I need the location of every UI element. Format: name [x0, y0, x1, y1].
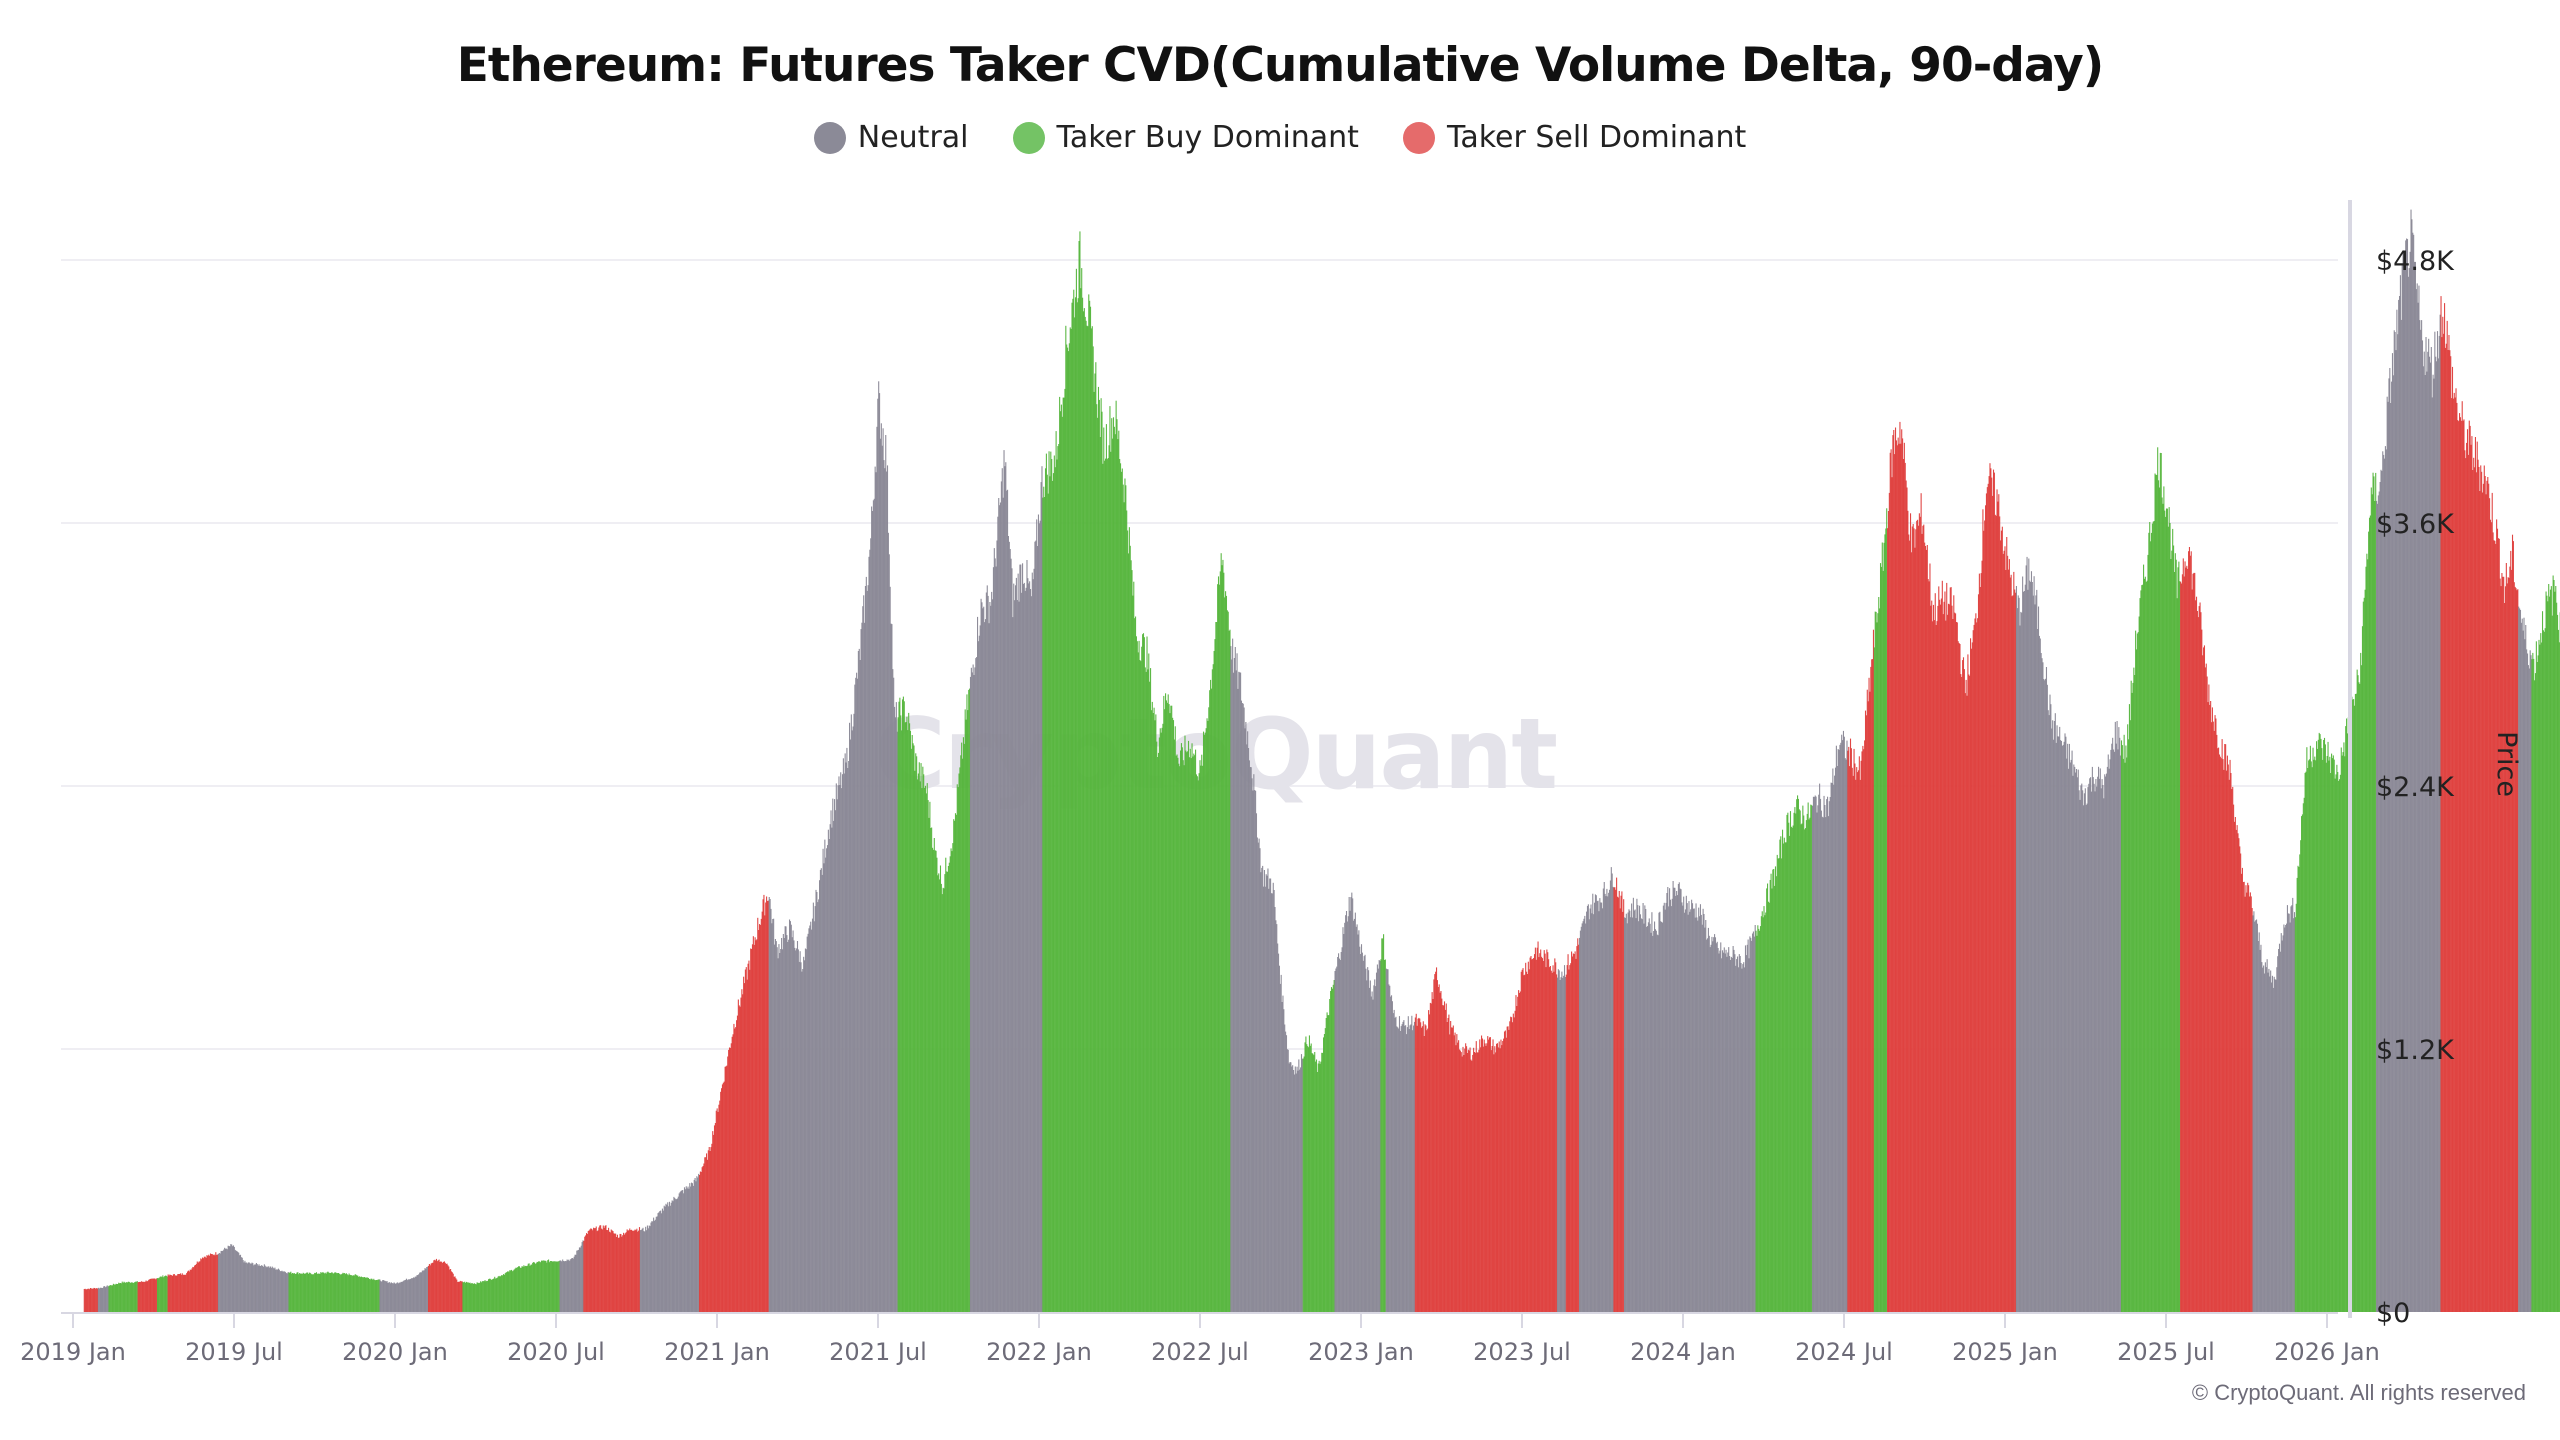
legend-label-taker-sell: Taker Sell Dominant	[1446, 120, 1747, 155]
legend: Neutral Taker Buy Dominant Taker Sell Do…	[0, 120, 2560, 155]
x-tick-label: 2022 Jan	[986, 1338, 1092, 1366]
x-tick-label: 2019 Jul	[185, 1338, 283, 1366]
sell-dot-icon	[1402, 121, 1435, 154]
x-tick-label: 2020 Jan	[342, 1338, 448, 1366]
x-tick-label: 2022 Jul	[1151, 1338, 1249, 1366]
y-axis: $0 $1.2K $2.4K $3.6K $4.8K	[2348, 200, 2455, 1329]
x-tick-label: 2021 Jul	[829, 1338, 927, 1366]
y-tick-label: $0	[2376, 1298, 2410, 1329]
chart-title: Ethereum: Futures Taker CVD(Cumulative V…	[456, 38, 2104, 93]
x-tick-label: 2025 Jul	[2117, 1338, 2215, 1366]
legend-item-taker-buy[interactable]: Taker Buy Dominant	[1012, 120, 1359, 155]
y-axis-title: Price	[2491, 731, 2522, 797]
legend-label-taker-buy: Taker Buy Dominant	[1056, 120, 1359, 155]
y-tick-label: $1.2K	[2376, 1035, 2455, 1066]
x-tick-label: 2019 Jan	[20, 1338, 126, 1366]
x-tick-label: 2023 Jul	[1473, 1338, 1571, 1366]
y-tick-label: $2.4K	[2376, 772, 2455, 803]
x-tick-label: 2024 Jul	[1795, 1338, 1893, 1366]
price-bars	[83, 209, 2560, 1313]
x-axis: 2019 Jan 2019 Jul 2020 Jan 2020 Jul 2021 Jan…	[20, 1312, 2380, 1366]
copyright-notice: © CryptoQuant. All rights reserved	[2191, 1380, 2526, 1405]
x-tick-label: 2025 Jan	[1952, 1338, 2058, 1366]
neutral-dot-icon	[813, 121, 846, 154]
y-tick-label: $3.6K	[2376, 509, 2455, 540]
y-tick-label: $4.8K	[2376, 246, 2455, 277]
legend-label-neutral: Neutral	[857, 120, 969, 155]
x-tick-label: 2020 Jul	[507, 1338, 605, 1366]
x-tick-label: 2021 Jan	[664, 1338, 770, 1366]
x-tick-label: 2024 Jan	[1630, 1338, 1736, 1366]
buy-dot-icon	[1012, 121, 1045, 154]
x-tick-label: 2026 Jan	[2274, 1338, 2380, 1366]
legend-item-taker-sell[interactable]: Taker Sell Dominant	[1402, 120, 1747, 155]
legend-item-neutral[interactable]: Neutral	[813, 120, 969, 155]
x-tick-label: 2023 Jan	[1308, 1338, 1414, 1366]
